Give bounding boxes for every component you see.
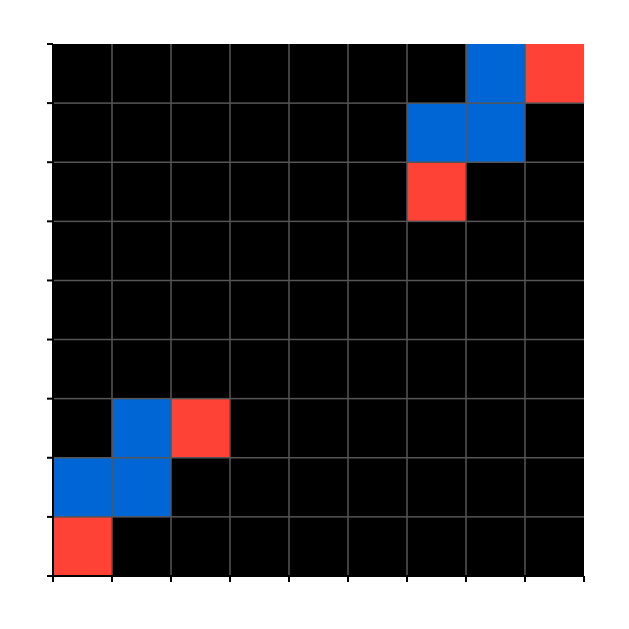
- cell-blue-r7-c0: [53, 457, 112, 517]
- cell-blue-r0-c7: [466, 44, 525, 104]
- cell-blue-r6-c1: [112, 398, 171, 458]
- cell-red-r6-c2: [171, 398, 230, 458]
- cell-blue-r1-c6: [407, 103, 466, 163]
- grid-lines: [53, 44, 584, 576]
- cell-red-r2-c6: [407, 162, 466, 222]
- cell-blue-r7-c1: [112, 457, 171, 517]
- board-axes: [47, 43, 585, 582]
- cell-red-r0-c8: [525, 44, 584, 104]
- cells-layer: [53, 44, 584, 576]
- cell-blue-r1-c7: [466, 103, 525, 163]
- cell-red-r8-c0: [53, 516, 112, 576]
